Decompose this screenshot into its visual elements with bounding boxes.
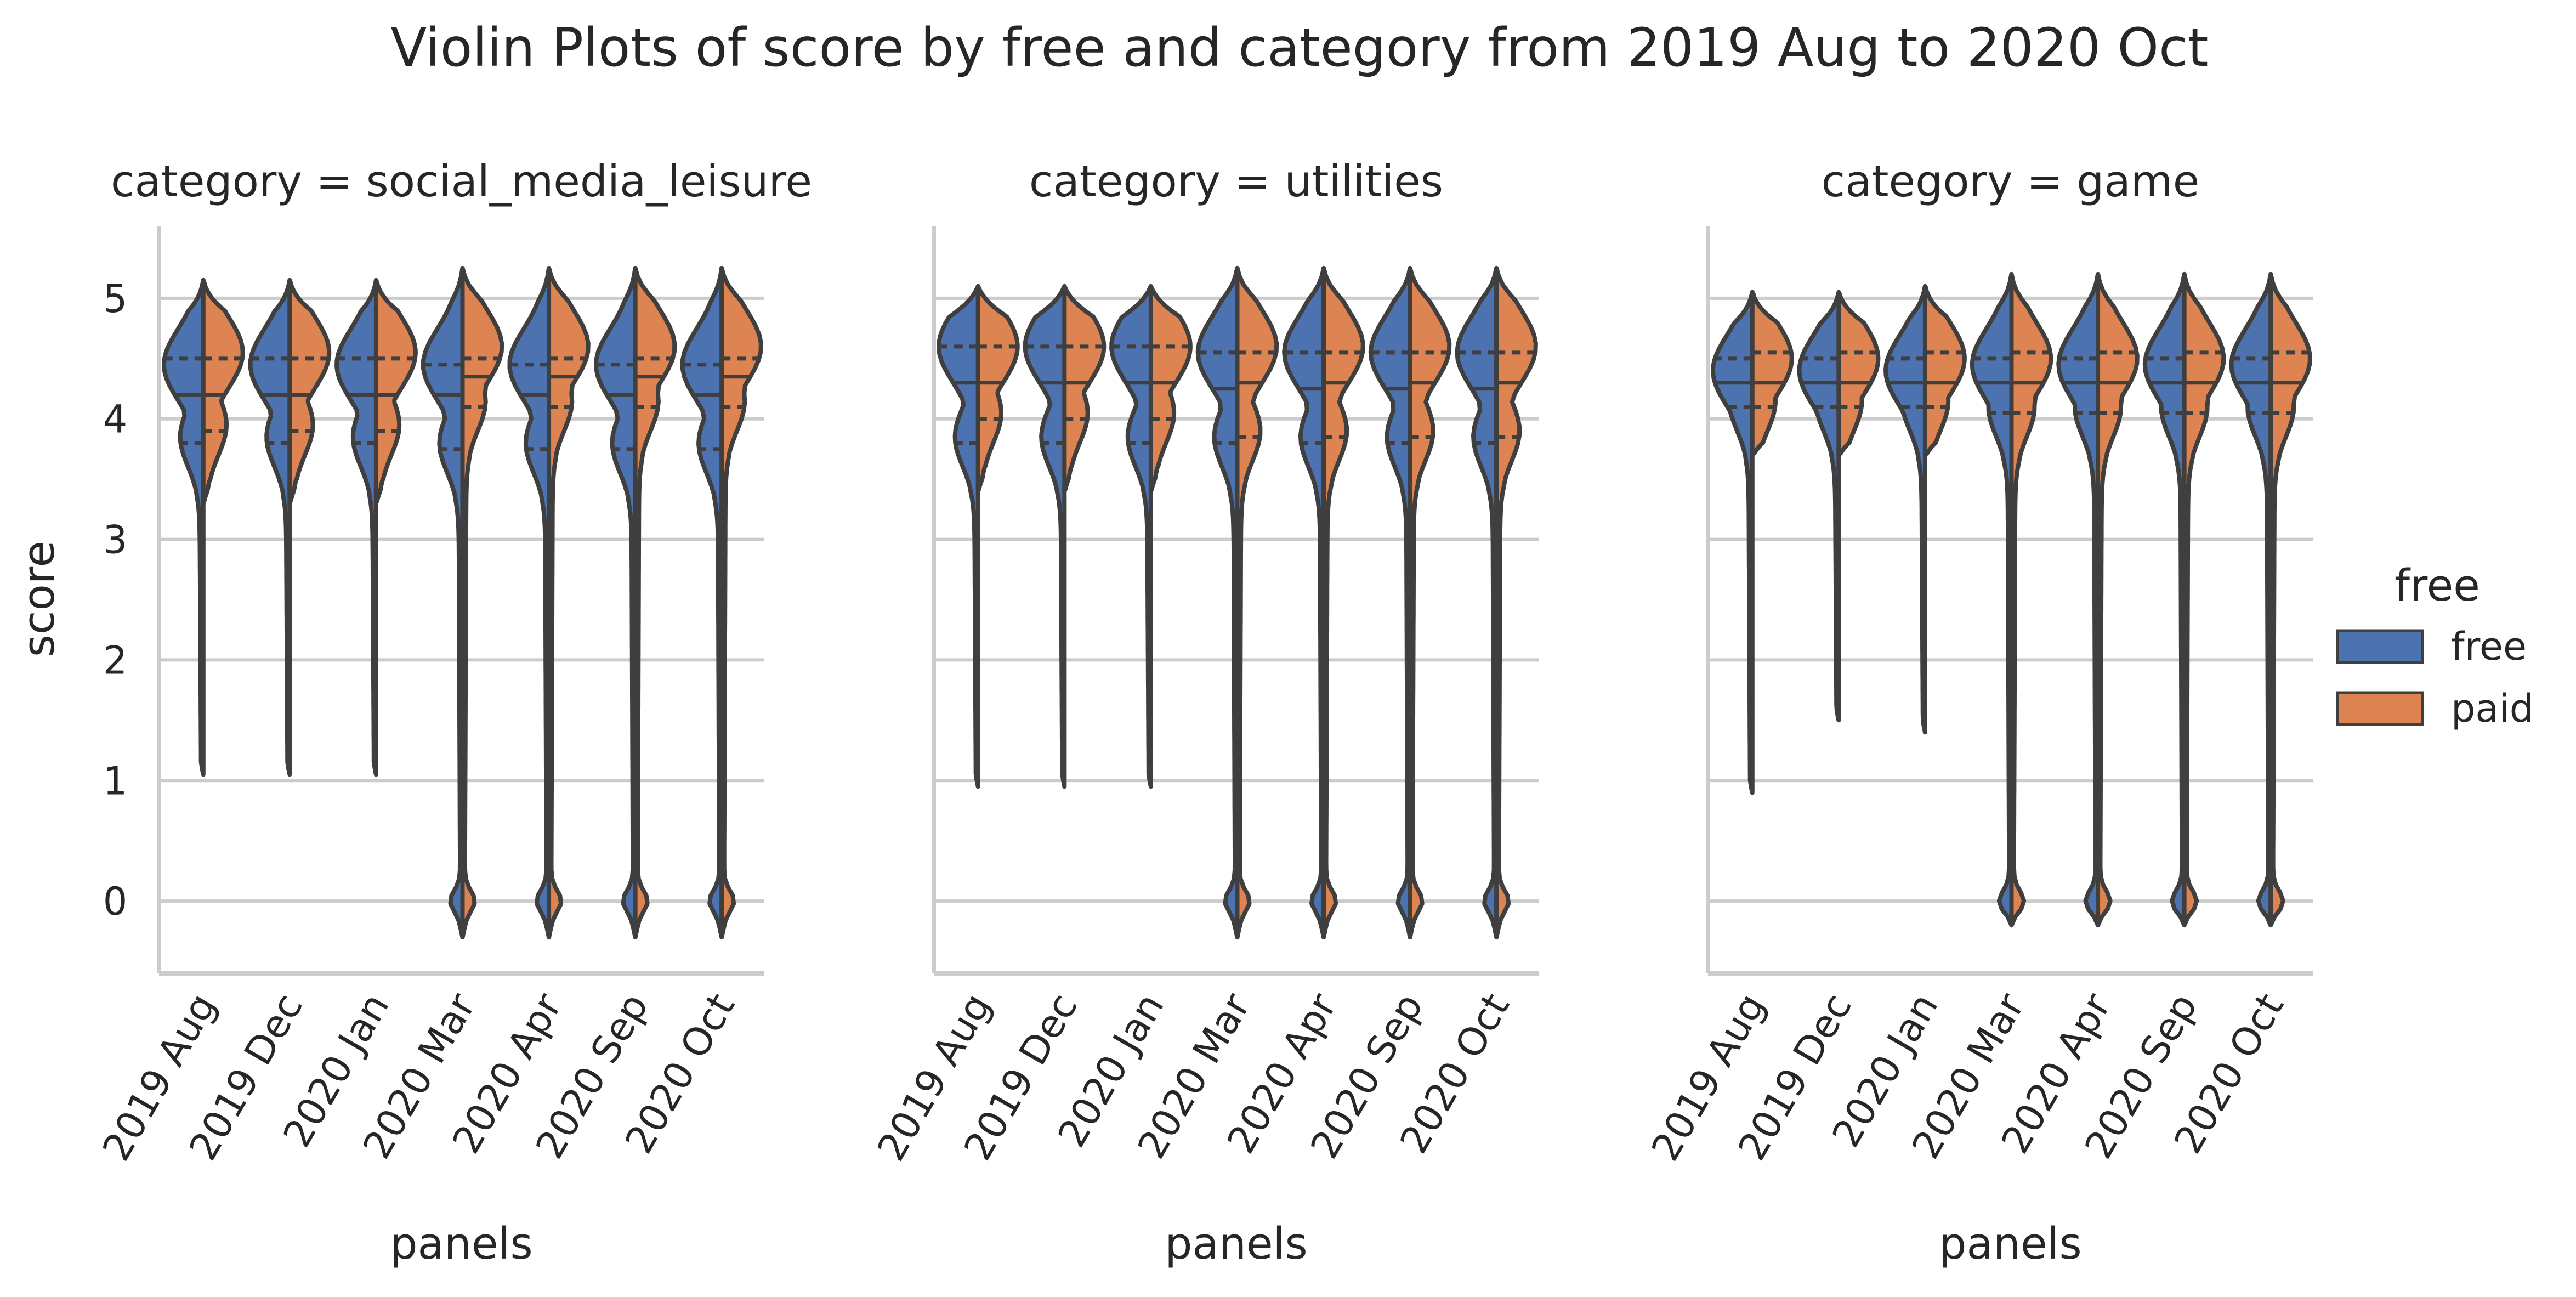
violin-half-paid <box>975 284 1020 494</box>
violin-half-free <box>162 277 206 777</box>
violin-2019-dec <box>1797 290 1881 723</box>
violin-half-free <box>1970 271 2014 928</box>
violin-half-free <box>1455 265 1499 940</box>
violin-2019-aug <box>937 284 1020 789</box>
violin-2019-aug <box>1711 290 1794 795</box>
violin-half-paid <box>2096 271 2140 928</box>
violin-half-free <box>334 277 378 777</box>
violin-half-free <box>1368 265 1412 940</box>
violin-half-paid <box>1836 290 1881 457</box>
y-tick-label: 0 <box>103 879 128 924</box>
violin-half-paid <box>1062 284 1107 494</box>
violin-half-paid <box>719 265 763 940</box>
violin-2020-mar <box>1970 271 2053 928</box>
violin-2020-oct <box>680 265 763 940</box>
violin-half-free <box>1109 284 1153 789</box>
violin-half-paid <box>2009 271 2053 928</box>
violin-half-free <box>1195 265 1240 940</box>
violin-2020-sep <box>594 265 677 940</box>
violin-half-paid <box>1408 265 1452 940</box>
panel-1: category = social_media_leisure012345201… <box>94 156 812 1269</box>
y-axis-label: score <box>14 541 64 657</box>
violin-2020-mar <box>421 265 504 940</box>
legend-title: free <box>2395 560 2480 611</box>
x-axis-label: panels <box>1165 1219 1307 1269</box>
violin-half-paid <box>1148 284 1193 494</box>
legend-label-paid: paid <box>2451 686 2534 731</box>
x-axis-label: panels <box>1939 1219 2081 1269</box>
violin-half-paid <box>201 277 245 506</box>
violin-half-paid <box>287 277 332 506</box>
violin-half-paid <box>1494 265 1538 940</box>
violin-half-free <box>937 284 980 789</box>
violin-half-paid <box>2182 271 2226 928</box>
violin-half-free <box>594 265 638 940</box>
violin-2019-dec <box>248 277 332 777</box>
violin-2020-apr <box>1282 265 1365 940</box>
violin-2020-sep <box>2142 271 2226 928</box>
violin-2020-oct <box>1455 265 1538 940</box>
violin-2020-apr <box>507 265 591 940</box>
violin-half-free <box>680 265 724 940</box>
x-axis-label: panels <box>390 1219 532 1269</box>
violin-half-paid <box>547 265 591 940</box>
violin-2019-dec <box>1023 284 1107 789</box>
violin-half-free <box>2142 271 2187 928</box>
legend: free free paid <box>2336 560 2534 731</box>
violin-2020-jan <box>1109 284 1193 789</box>
legend-label-free: free <box>2451 624 2527 669</box>
violin-half-free <box>1282 265 1326 940</box>
y-tick-label: 5 <box>103 276 128 321</box>
violin-half-free <box>1797 290 1841 723</box>
chart-title: Violin Plots of score by free and catego… <box>390 17 2208 78</box>
y-tick-label: 2 <box>103 638 128 683</box>
violin-2020-oct <box>2229 271 2312 928</box>
violin-half-free <box>507 265 552 940</box>
violin-half-paid <box>373 277 418 506</box>
violin-2020-sep <box>1368 265 1452 940</box>
y-tick-label: 3 <box>103 518 128 563</box>
violin-2020-jan <box>1883 284 1967 735</box>
violin-half-free <box>1023 284 1067 789</box>
violin-2020-jan <box>334 277 418 777</box>
panels-layer: category = social_media_leisure012345201… <box>14 156 2313 1269</box>
panel-title: category = utilities <box>1029 156 1443 207</box>
violin-2020-mar <box>1195 265 1279 940</box>
violin-half-paid <box>460 265 504 940</box>
panel-title: category = game <box>1822 156 2200 207</box>
violin-half-free <box>2229 271 2273 928</box>
y-tick-label: 1 <box>103 758 128 803</box>
violin-half-paid <box>1750 290 1794 457</box>
violin-half-free <box>421 265 465 940</box>
violin-half-paid <box>1922 284 1967 457</box>
violin-half-paid <box>633 265 677 940</box>
violin-half-free <box>248 277 292 777</box>
violin-2020-apr <box>2056 271 2140 928</box>
legend-swatch-free <box>2336 629 2424 664</box>
violin-half-free <box>2056 271 2101 928</box>
violin-2019-aug <box>162 277 245 777</box>
violin-half-paid <box>1235 265 1279 940</box>
violin-half-paid <box>1321 265 1365 940</box>
violin-half-free <box>1883 284 1927 735</box>
y-tick-label: 4 <box>103 397 128 442</box>
panel-title: category = social_media_leisure <box>111 156 812 207</box>
legend-swatch-paid <box>2336 691 2424 726</box>
violin-half-free <box>1711 290 1755 795</box>
violin-half-paid <box>2268 271 2312 928</box>
